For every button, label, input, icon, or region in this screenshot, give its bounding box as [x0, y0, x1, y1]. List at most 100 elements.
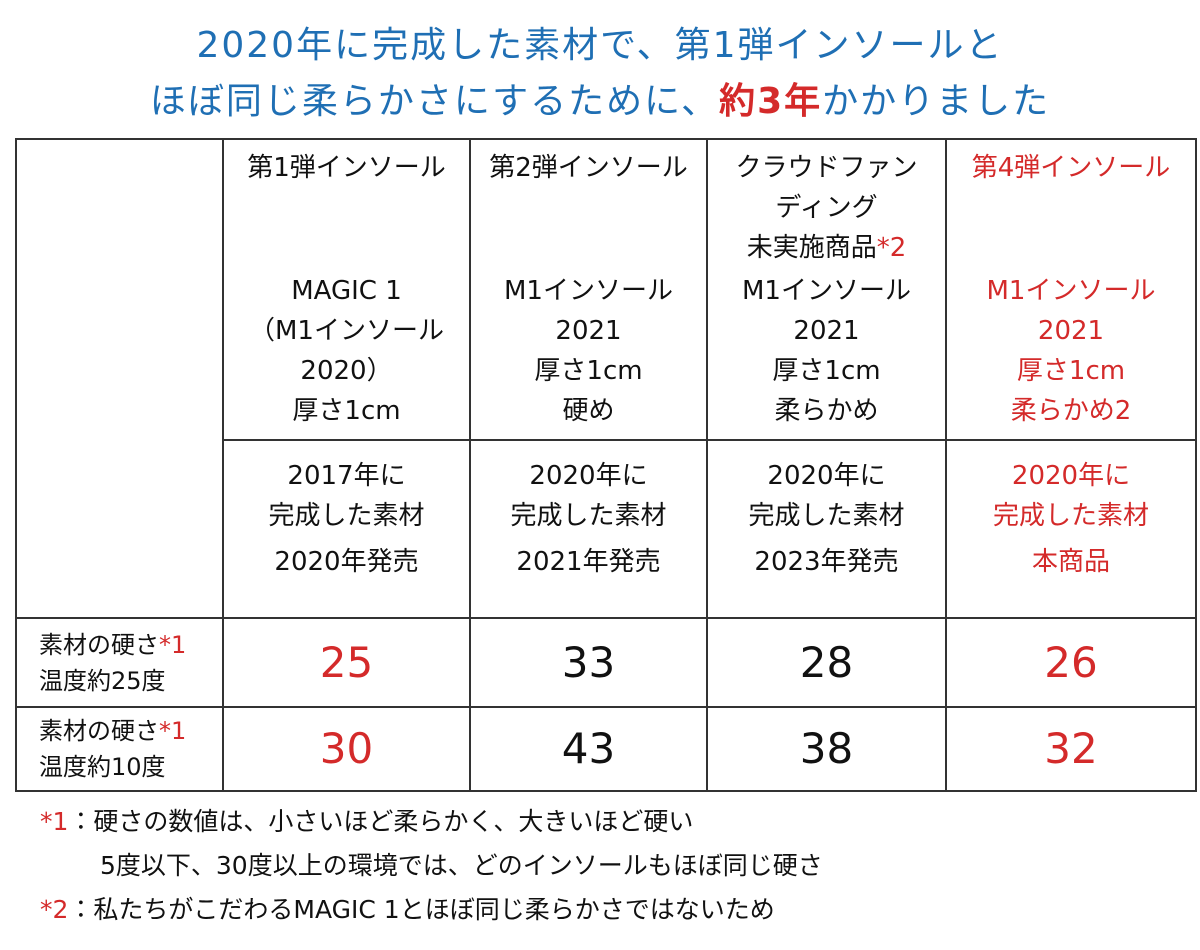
- name-line: クラウドファン: [708, 148, 945, 188]
- note-mark: *1: [159, 717, 187, 745]
- material-cell: 2020年に 完成した素材: [706, 439, 947, 542]
- release-row: 2020年発売 2021年発売 2023年発売 本商品: [16, 542, 1197, 619]
- footnote-line: *2：私たちがこだわるMAGIC 1とほぼ同じ柔らかさではないため: [40, 888, 823, 932]
- name-line: 未実施商品*2: [708, 228, 945, 268]
- material-line: 2020年に: [767, 460, 886, 491]
- material-cell: 2020年に 完成した素材: [469, 439, 708, 542]
- hardness-value: 28: [706, 617, 947, 708]
- material-line: 2020年に: [1011, 460, 1131, 491]
- row-label: 素材の硬さ*1 温度約10度: [15, 706, 224, 792]
- name-line: 第2弾インソール: [471, 148, 706, 188]
- material-cell: 2017年に 完成した素材: [222, 439, 471, 542]
- header-box: 第2弾インソール M1インソール 2021 厚さ1cm 硬め: [471, 140, 706, 439]
- footnotes: *1：硬さの数値は、小さいほど柔らかく、大きいほど硬い 5度以下、30度以上の環境…: [40, 800, 823, 932]
- name-text: クラウドファン: [735, 153, 918, 183]
- model-line: 柔らかめ2: [1010, 396, 1132, 426]
- model: M1インソール 2021 厚さ1cm 柔らかめ2: [947, 271, 1195, 431]
- footnote-mark: *1: [40, 807, 69, 836]
- model-line: 2021: [555, 316, 622, 346]
- model-line: MAGIC 1: [291, 276, 402, 306]
- name-text: ディング: [775, 193, 878, 223]
- model-line: 2021: [1037, 316, 1105, 346]
- corner-cell: [15, 138, 224, 619]
- model-line: 2020）: [300, 356, 393, 386]
- name-line: 第1弾インソール: [224, 148, 469, 188]
- row-label: 素材の硬さ*1 温度約25度: [15, 617, 224, 708]
- model-line: 厚さ1cm: [1016, 356, 1126, 386]
- comparison-table: 第1弾インソール MAGIC 1 （M1インソール 2020） 厚さ1cm 第2弾インソー…: [15, 138, 1197, 792]
- hardness-value: 32: [945, 706, 1197, 792]
- model-line: 柔らかめ: [774, 396, 879, 426]
- release-cell: 2023年発売: [706, 542, 947, 619]
- header-box: 第1弾インソール MAGIC 1 （M1インソール 2020） 厚さ1cm: [224, 140, 469, 439]
- header-cell: 第4弾インソール M1インソール 2021 厚さ1cm 柔らかめ2: [945, 138, 1197, 441]
- release-cell: 本商品: [945, 542, 1197, 619]
- row-sub-label: 温度約25度: [39, 666, 166, 695]
- hardness-value: 33: [469, 617, 708, 708]
- name-text: 第4弾インソール: [971, 153, 1171, 183]
- product-name: クラウドファン ディング未実施商品*2: [708, 148, 945, 268]
- material-line: 2020年に: [529, 460, 648, 491]
- model-line: 硬め: [562, 396, 615, 426]
- material-line: 完成した素材: [992, 500, 1149, 531]
- hardness-value: 25: [222, 617, 471, 708]
- model-line: 2021: [793, 316, 860, 346]
- title-text: ほぼ同じ柔らかさにするために、: [149, 81, 720, 122]
- row-sub-label: 温度約10度: [39, 753, 166, 781]
- header-cell: クラウドファン ディング未実施商品*2 M1インソール 2021 厚さ1cm 柔らかめ: [706, 138, 947, 441]
- name-line: ディング: [708, 188, 945, 228]
- title-text: かかりました: [822, 81, 1051, 122]
- hardness-value: 43: [469, 706, 708, 792]
- model-line: （M1インソール: [249, 316, 444, 346]
- release-cell: 2020年発売: [222, 542, 471, 619]
- footnote-mark: *2: [40, 895, 69, 924]
- row-label-line: 素材の硬さ*1: [39, 627, 222, 663]
- model: M1インソール 2021 厚さ1cm 硬め: [471, 271, 706, 431]
- title-line: ほぼ同じ柔らかさにするために、約3年かかりました: [0, 74, 1200, 130]
- header-box: 第4弾インソール M1インソール 2021 厚さ1cm 柔らかめ2: [947, 140, 1195, 439]
- header-box: クラウドファン ディング未実施商品*2 M1インソール 2021 厚さ1cm 柔らかめ: [708, 140, 945, 439]
- row-label-text: 素材の硬さ: [39, 717, 159, 745]
- title-text: 約3年: [719, 81, 823, 122]
- material-line: 2017年に: [287, 460, 406, 491]
- model-line: 厚さ1cm: [772, 356, 881, 386]
- title-text: 2020年に完成した素材で、第1弾インソールと: [196, 25, 1004, 66]
- hardness-row: 素材の硬さ*1 温度約10度 30 43 38 32: [15, 706, 1197, 792]
- name-text: 未実施商品: [746, 233, 877, 263]
- model: M1インソール 2021 厚さ1cm 柔らかめ: [708, 271, 945, 431]
- hardness-value: 30: [222, 706, 471, 792]
- footnote-line: *1：硬さの数値は、小さいほど柔らかく、大きいほど硬い: [40, 800, 823, 844]
- product-name: 第1弾インソール: [224, 148, 469, 188]
- hardness-value: 26: [945, 617, 1197, 708]
- model-line: 厚さ1cm: [534, 356, 643, 386]
- row-label-text: 素材の硬さ: [39, 630, 159, 659]
- row-label-line: 素材の硬さ*1: [39, 713, 222, 749]
- name-text: 第1弾インソール: [247, 153, 446, 183]
- material-line: 完成した素材: [510, 500, 667, 531]
- footnote-text: ：硬さの数値は、小さいほど柔らかく、大きいほど硬い: [68, 807, 694, 836]
- title: 2020年に完成した素材で、第1弾インソールとほぼ同じ柔らかさにするために、約3…: [0, 18, 1200, 130]
- model-line: M1インソール: [986, 276, 1156, 306]
- material-cell: 2020年に 完成した素材: [945, 439, 1197, 542]
- product-name: 第4弾インソール: [947, 148, 1195, 188]
- model-line: M1インソール: [742, 276, 911, 306]
- note-mark: *2: [876, 233, 907, 263]
- model: MAGIC 1 （M1インソール 2020） 厚さ1cm: [224, 271, 469, 431]
- material-line: 完成した素材: [748, 500, 905, 531]
- model-line: 厚さ1cm: [292, 396, 401, 426]
- footnote-text: ：私たちがこだわるMAGIC 1とほぼ同じ柔らかさではないため: [68, 895, 775, 924]
- model-line: M1インソール: [504, 276, 673, 306]
- note-mark: *1: [159, 630, 187, 659]
- material-line: 完成した素材: [268, 500, 425, 531]
- header-row: 第1弾インソール MAGIC 1 （M1インソール 2020） 厚さ1cm 第2弾インソー…: [15, 138, 1197, 619]
- hardness-value: 38: [706, 706, 947, 792]
- material-row: 2017年に 完成した素材 2020年に 完成した素材 2020年に 完成した素材 2020…: [16, 439, 1197, 542]
- footnote-line: 5度以下、30度以上の環境では、どのインソールもほぼ同じ硬さ: [40, 844, 823, 888]
- hardness-row: 素材の硬さ*1 温度約25度 25 33 28 26: [15, 617, 1197, 708]
- footnote-text: 5度以下、30度以上の環境では、どのインソールもほぼ同じ硬さ: [100, 851, 823, 880]
- title-line: 2020年に完成した素材で、第1弾インソールと: [0, 18, 1200, 74]
- header-cell: 第2弾インソール M1インソール 2021 厚さ1cm 硬め: [469, 138, 708, 441]
- product-name: 第2弾インソール: [471, 148, 706, 188]
- name-line: 第4弾インソール: [947, 148, 1195, 188]
